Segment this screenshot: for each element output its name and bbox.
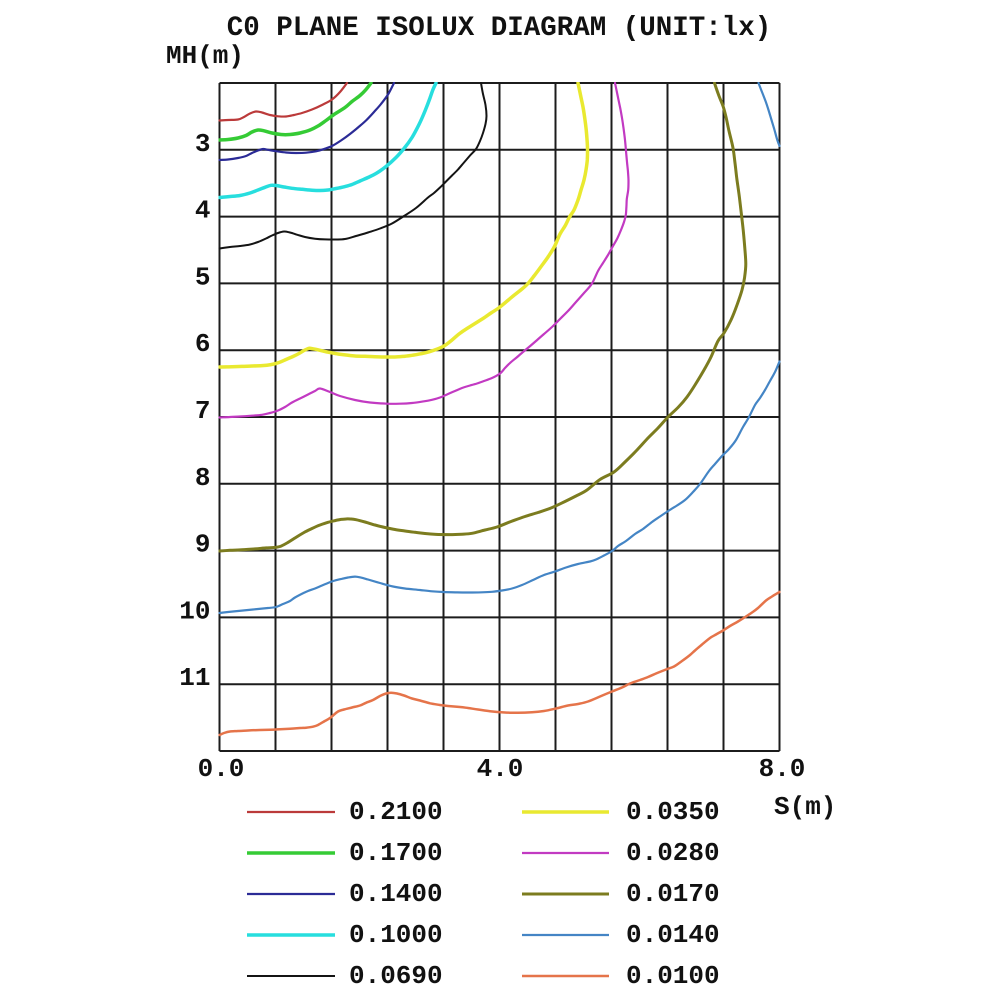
svg-text:0.0140: 0.0140	[626, 920, 720, 950]
svg-text:0.0100: 0.0100	[626, 961, 720, 991]
svg-text:4.0: 4.0	[477, 754, 524, 784]
svg-text:0.1400: 0.1400	[349, 879, 443, 909]
svg-text:0.0: 0.0	[198, 754, 245, 784]
svg-text:0.0280: 0.0280	[626, 838, 720, 868]
svg-text:9: 9	[195, 530, 211, 560]
svg-text:10: 10	[179, 596, 210, 626]
svg-text:7: 7	[195, 396, 211, 426]
svg-text:0.1700: 0.1700	[349, 838, 443, 868]
svg-text:S(m): S(m)	[774, 792, 836, 822]
svg-text:3: 3	[195, 129, 211, 159]
svg-text:C0 PLANE ISOLUX DIAGRAM (UNIT:: C0 PLANE ISOLUX DIAGRAM (UNIT:lx)	[227, 13, 772, 44]
svg-text:5: 5	[195, 262, 211, 292]
svg-text:11: 11	[179, 663, 210, 693]
svg-text:0.2100: 0.2100	[349, 797, 443, 827]
svg-text:4: 4	[195, 196, 211, 226]
svg-text:0.1000: 0.1000	[349, 920, 443, 950]
svg-text:6: 6	[195, 329, 211, 359]
svg-text:8.0: 8.0	[759, 754, 806, 784]
svg-text:0.0170: 0.0170	[626, 879, 720, 909]
svg-text:8: 8	[195, 463, 211, 493]
svg-text:MH(m): MH(m)	[166, 41, 244, 71]
svg-text:0.0350: 0.0350	[626, 797, 720, 827]
svg-text:0.0690: 0.0690	[349, 961, 443, 991]
